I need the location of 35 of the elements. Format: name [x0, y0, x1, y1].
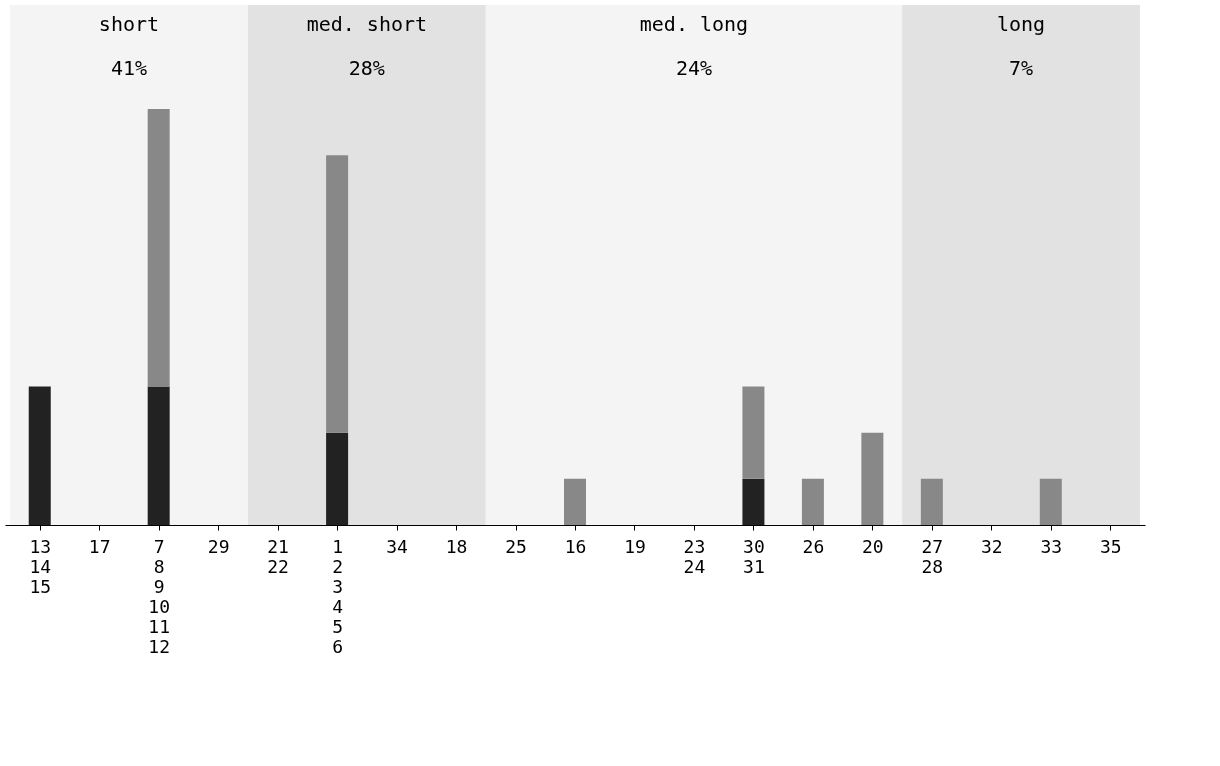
bar [1039, 478, 1062, 525]
x-tick-label: 29 [207, 535, 230, 557]
x-tick-label: 18 [445, 535, 468, 557]
bar [861, 432, 884, 525]
bar [28, 386, 51, 525]
x-tick-label: 32 [980, 535, 1003, 557]
x-tick-label: 17 [88, 535, 111, 557]
x-tick-label: 26 [802, 535, 825, 557]
x-tick-label: 21 22 [267, 535, 289, 577]
x-tick-label: 1 2 3 4 5 6 [332, 535, 344, 657]
band-label: short 41% [98, 12, 160, 80]
x-tick-label: 19 [624, 535, 646, 557]
x-tick-label: 23 24 [683, 535, 706, 577]
x-tick-label: 16 [564, 535, 587, 557]
x-tick-label: 27 28 [921, 535, 944, 577]
x-tick-label: 35 [1099, 535, 1122, 557]
x-tick-label: 7 8 9 10 11 12 [148, 535, 171, 657]
x-tick-label: 33 [1040, 535, 1063, 557]
x-tick-label: 25 [505, 535, 527, 557]
band-label: long 7% [996, 12, 1046, 80]
bar [147, 109, 170, 387]
bar [742, 478, 765, 525]
band-label: med. short 28% [306, 12, 428, 80]
bar [742, 386, 765, 479]
bar [920, 478, 943, 525]
x-tick-label: 20 [862, 535, 884, 557]
x-tick-label: 34 [386, 535, 408, 557]
bar [326, 432, 349, 525]
bar [564, 478, 586, 525]
band-label: med. long 24% [639, 12, 749, 80]
x-tick-label: 30 31 [743, 535, 765, 577]
x-tick-label: 13 14 15 [29, 535, 52, 597]
bar [801, 478, 824, 525]
bar [326, 155, 349, 433]
bar [147, 386, 170, 525]
